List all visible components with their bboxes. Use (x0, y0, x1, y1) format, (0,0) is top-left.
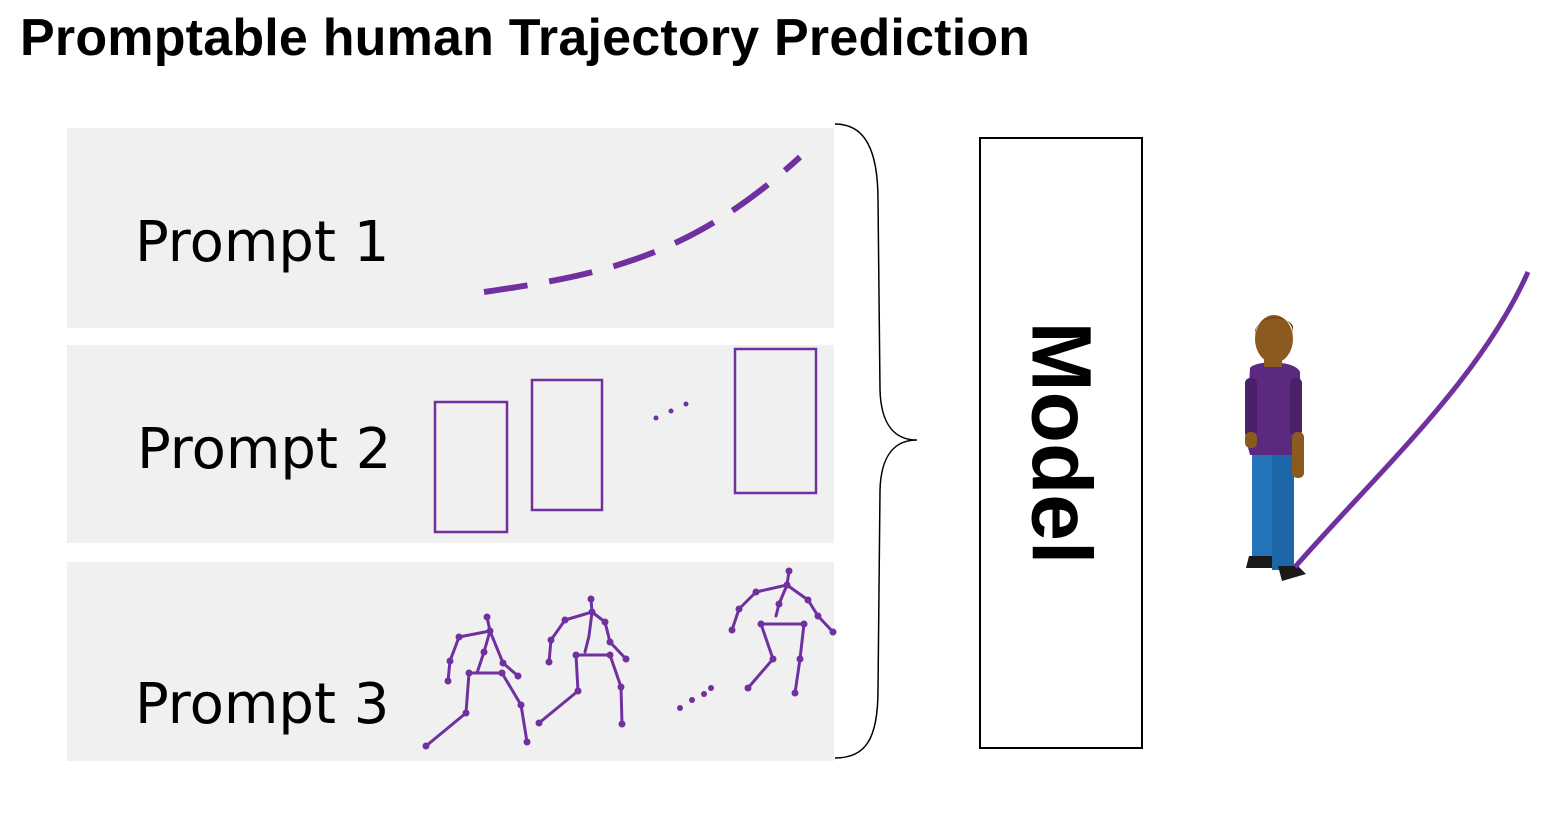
skeleton-pose-2 (535, 595, 630, 728)
model-box: Model (979, 137, 1143, 749)
bounding-box-2 (530, 378, 604, 512)
person-figure (1245, 315, 1306, 581)
skeleton-pose-3 (728, 567, 837, 697)
grouping-brace (834, 123, 918, 759)
prompt-1-label: Prompt 1 (135, 210, 390, 275)
bounding-box-3 (733, 347, 818, 495)
page-title: Promptable human Trajectory Prediction (20, 9, 1031, 67)
bounding-box-1 (433, 400, 509, 534)
model-label: Model (1014, 321, 1109, 565)
prompt-2-panel (67, 345, 834, 543)
ellipsis-dots-2 (653, 401, 689, 421)
skeleton-pose-1 (422, 613, 531, 750)
dashed-trajectory (483, 154, 803, 295)
prompt-2-label: Prompt 2 (137, 417, 392, 482)
prompt-3-label: Prompt 3 (135, 672, 390, 737)
predicted-trajectory (1293, 270, 1531, 569)
ellipsis-dots-3 (677, 685, 714, 711)
